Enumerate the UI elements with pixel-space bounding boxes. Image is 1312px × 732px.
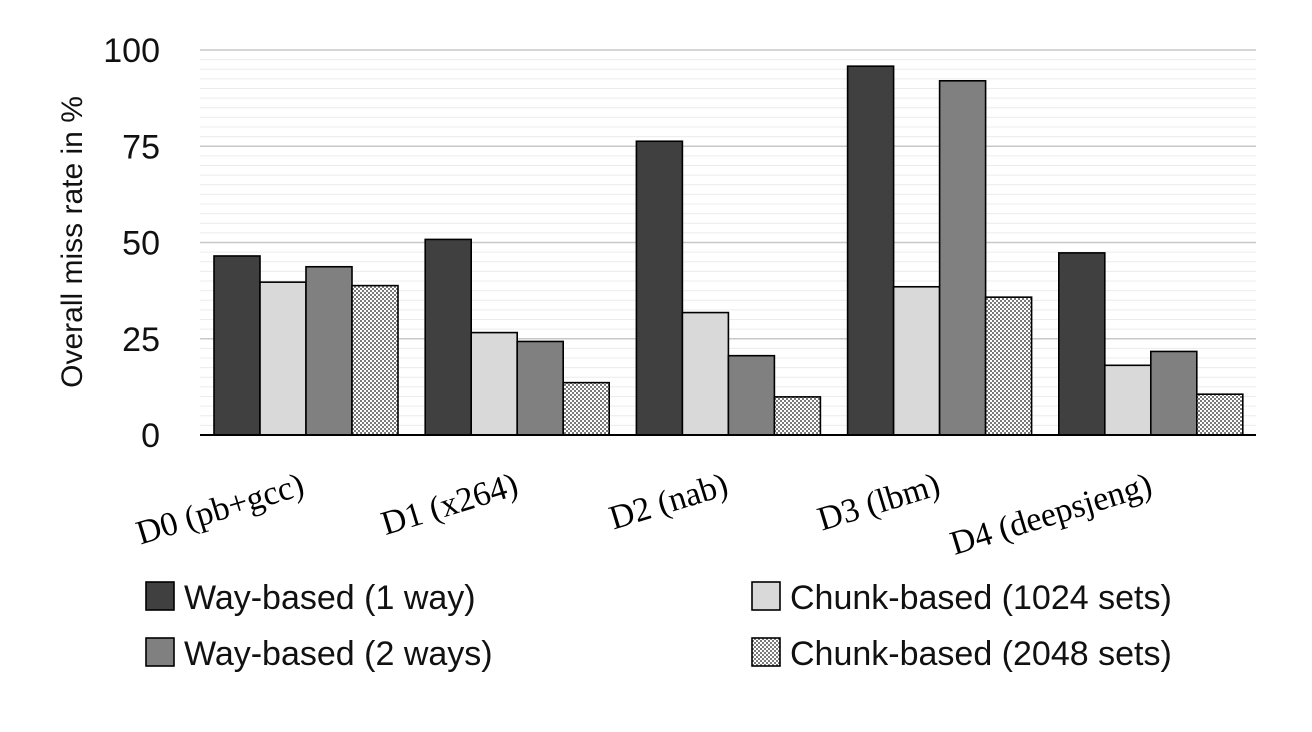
bar [635, 140, 684, 436]
y-axis-label: Overall miss rate in % [56, 96, 89, 388]
bar [259, 281, 307, 436]
x-tick-label: D2 (nab) [605, 466, 732, 537]
legend-swatch [751, 637, 781, 667]
bar [1058, 252, 1106, 436]
bar [938, 80, 987, 436]
bar [984, 296, 1033, 436]
y-tick-label: 50 [122, 225, 160, 263]
legend-label: Way-based (1 way) [184, 579, 476, 617]
bar [424, 238, 473, 436]
y-tick-label: 100 [103, 32, 160, 70]
bar [1150, 350, 1198, 436]
bar [773, 396, 822, 436]
bar [305, 265, 353, 436]
legend-label: Chunk-based (1024 sets) [790, 579, 1172, 617]
x-tick-label: D3 (lbm) [813, 466, 944, 538]
legend-swatch [751, 581, 781, 611]
bar [846, 65, 895, 436]
x-axis-tick-labels: D0 (pb+gcc) D1 (x264) D2 (nab) D3 (lbm) D4 (… [132, 466, 1156, 562]
bar [470, 331, 519, 436]
x-tick-label: D4 (deepsjeng) [946, 466, 1156, 562]
bar [562, 381, 611, 436]
bar [892, 285, 941, 436]
bars [213, 65, 1244, 436]
y-tick-label: 75 [122, 128, 160, 166]
bar [1196, 393, 1244, 436]
legend: Way-based (1 way) Chunk-based (1024 sets)… [145, 579, 1172, 673]
x-tick-label: D1 (x264) [377, 466, 522, 543]
bar [727, 354, 776, 436]
y-axis: 0 25 50 75 100 [103, 32, 160, 455]
bar [516, 340, 565, 436]
legend-label: Way-based (2 ways) [184, 635, 493, 673]
bar [351, 284, 399, 436]
y-tick-label: 25 [122, 321, 160, 359]
bar [681, 311, 730, 436]
y-tick-label: 0 [141, 417, 160, 455]
x-tick-label: D0 (pb+gcc) [132, 466, 308, 552]
bar [1104, 364, 1152, 436]
bar [213, 255, 261, 436]
legend-swatch [145, 637, 175, 667]
legend-swatch [145, 581, 175, 611]
legend-label: Chunk-based (2048 sets) [790, 635, 1172, 673]
